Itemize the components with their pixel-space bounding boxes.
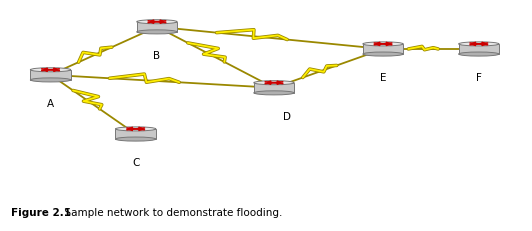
Ellipse shape (115, 127, 156, 131)
Text: Sample network to demonstrate flooding.: Sample network to demonstrate flooding. (57, 207, 282, 218)
Ellipse shape (137, 20, 177, 24)
Text: D: D (283, 112, 292, 122)
Text: A: A (47, 99, 54, 109)
Ellipse shape (115, 137, 156, 141)
Text: Figure 2.1: Figure 2.1 (11, 207, 71, 218)
Text: E: E (380, 73, 386, 83)
FancyBboxPatch shape (254, 83, 294, 93)
Ellipse shape (459, 52, 499, 56)
FancyBboxPatch shape (137, 22, 177, 32)
Ellipse shape (30, 68, 71, 72)
Ellipse shape (30, 78, 71, 82)
Ellipse shape (254, 91, 294, 95)
Text: C: C (132, 158, 139, 168)
Ellipse shape (137, 30, 177, 34)
FancyBboxPatch shape (459, 44, 499, 54)
FancyBboxPatch shape (30, 70, 71, 80)
FancyBboxPatch shape (363, 44, 403, 54)
Ellipse shape (363, 42, 403, 46)
Ellipse shape (459, 42, 499, 46)
Text: F: F (476, 73, 482, 83)
FancyBboxPatch shape (115, 129, 156, 139)
Ellipse shape (254, 81, 294, 85)
Ellipse shape (363, 52, 403, 56)
Text: B: B (153, 51, 161, 61)
